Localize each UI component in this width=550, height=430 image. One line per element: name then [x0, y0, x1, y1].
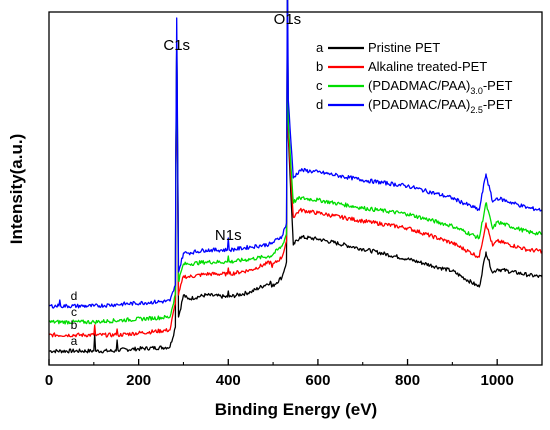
curve-letter-a: a: [71, 334, 78, 348]
legend-letter-d: d: [316, 97, 323, 112]
x-tick-label: 0: [45, 372, 53, 389]
series-line-d: [48, 0, 543, 309]
peak-label-n1s: N1s: [215, 227, 242, 244]
x-tick-label: 400: [216, 372, 241, 389]
series-line-b: [48, 0, 543, 338]
series-line-a: [49, 0, 543, 354]
x-tick-label: 600: [305, 372, 330, 389]
series-line-c: [48, 0, 543, 325]
x-tick-label: 200: [126, 372, 151, 389]
peak-label-c1s: C1s: [163, 37, 190, 54]
x-axis-label: Binding Energy (eV): [215, 400, 377, 419]
legend-letter-b: b: [316, 59, 323, 74]
legend: a Pristine PET b Alkaline treated-PET c (PDAD…: [316, 40, 513, 115]
y-axis-label: Intensity(a.u.): [7, 134, 26, 245]
legend-label-d: (PDADMAC/PAA)2.5-PET: [368, 97, 513, 115]
plot-frame: [48, 11, 543, 366]
legend-letter-c: c: [316, 78, 323, 93]
x-tick-label: 1000: [480, 372, 513, 389]
legend-label-b: Alkaline treated-PET: [368, 59, 487, 74]
peak-annotations: C1s N1s O1s: [163, 11, 301, 244]
legend-letter-a: a: [316, 40, 324, 55]
curve-letter-d: d: [71, 289, 78, 303]
peak-label-o1s: O1s: [274, 11, 302, 28]
curve-letter-b: b: [71, 318, 78, 332]
plot-curves: [48, 0, 543, 354]
legend-label-a: Pristine PET: [368, 40, 440, 55]
legend-label-c: (PDADMAC/PAA)3.0-PET: [368, 78, 513, 96]
x-tick-label: 800: [395, 372, 420, 389]
x-axis-ticks: 0 200 400 600 800 1000: [45, 359, 514, 389]
curve-letter-c: c: [71, 305, 77, 319]
